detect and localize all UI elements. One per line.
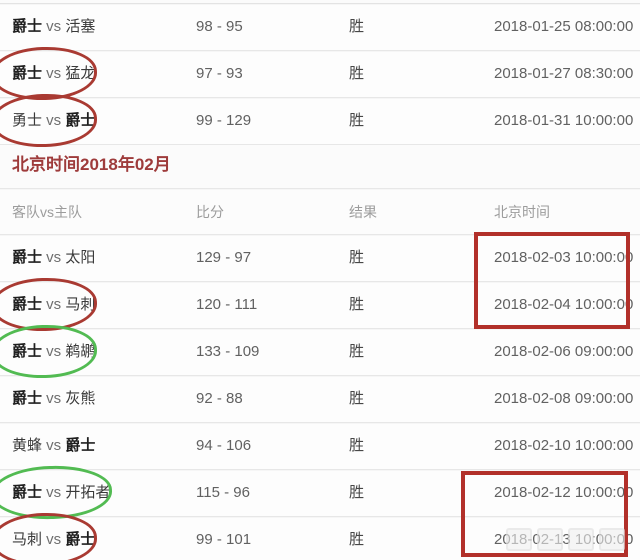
home-team: 马刺 [65, 296, 96, 313]
matchup-cell: 爵士 vs 太阳 [0, 235, 190, 281]
score-cell: 92 - 88 [196, 390, 243, 407]
game-row: 爵士 vs 鹈鹕 133 - 109 胜 2018-02-06 09:00:00 [0, 323, 640, 380]
game-row: 爵士 vs 马刺 120 - 111 胜 2018-02-04 10:00:00 [0, 276, 640, 333]
home-team: 爵士 [65, 112, 96, 129]
away-team: 爵士 [12, 296, 43, 313]
table-header-row: 客队vs主队 比分 结果 北京时间 [0, 188, 640, 235]
away-team: 马刺 [12, 531, 43, 548]
time-cell: 2018-02-08 09:00:00 [494, 390, 634, 407]
home-team: 猛龙 [65, 65, 96, 82]
score-cell: 120 - 111 [196, 296, 258, 313]
score-cell: 133 - 109 [196, 343, 260, 360]
score-cell: 97 - 93 [196, 65, 243, 82]
time-cell: 2018-02-12 10:00:00 [494, 484, 634, 501]
time-cell: 2018-02-10 10:00:00 [494, 437, 634, 454]
result-cell: 胜 [349, 296, 365, 313]
score-cell: 98 - 95 [196, 18, 243, 35]
game-row: 勇士 vs 爵士 99 - 129 胜 2018-01-31 10:00:00 [0, 92, 640, 149]
away-team: 勇士 [12, 112, 43, 129]
vs-label: vs [42, 65, 66, 82]
vs-label: vs [42, 390, 66, 407]
result-cell: 胜 [349, 18, 365, 35]
result-cell: 胜 [349, 390, 365, 407]
away-team: 爵士 [12, 390, 43, 407]
result-cell: 胜 [349, 343, 365, 360]
game-row: 爵士 vs 太阳 129 - 97 胜 2018-02-03 10:00:00 [0, 235, 640, 282]
vs-label: vs [42, 296, 66, 313]
matchup-cell: 爵士 vs 灰熊 [0, 376, 190, 422]
home-team: 灰熊 [65, 390, 96, 407]
matchup-cell: 爵士 vs 鹈鹕 [0, 323, 190, 380]
matchup-cell: 勇士 vs 爵士 [0, 92, 190, 149]
game-row: 爵士 vs 猛龙 97 - 93 胜 2018-01-27 08:30:00 [0, 45, 640, 102]
score-cell: 115 - 96 [196, 484, 250, 501]
time-cell: 2018-02-13 10:00:00 [494, 531, 634, 548]
time-cell: 2018-01-25 08:00:00 [494, 18, 634, 35]
result-cell: 胜 [349, 249, 365, 266]
away-team: 爵士 [12, 65, 43, 82]
game-row: 爵士 vs 活塞 98 - 95 胜 2018-01-25 08:00:00 [0, 4, 640, 51]
game-row: 爵士 vs 开拓者 115 - 96 胜 2018-02-12 10:00:00 [0, 464, 640, 521]
time-cell: 2018-01-31 10:00:00 [494, 112, 634, 129]
vs-label: vs [42, 484, 66, 501]
away-team: 爵士 [12, 484, 43, 501]
header-result-label: 结果 [349, 204, 377, 220]
home-team: 活塞 [65, 18, 96, 35]
january-rows: 爵士 vs 活塞 98 - 95 胜 2018-01-25 08:00:00 爵… [0, 3, 640, 149]
matchup-cell: 马刺 vs 爵士 [0, 511, 190, 560]
away-team: 爵士 [12, 18, 43, 35]
time-cell: 2018-02-06 09:00:00 [494, 343, 634, 360]
vs-label: vs [42, 18, 66, 35]
away-team: 黄蜂 [12, 437, 43, 454]
matchup-cell: 爵士 vs 活塞 [0, 4, 190, 50]
matchup-cell: 爵士 vs 马刺 [0, 276, 190, 333]
vs-label: vs [42, 249, 66, 266]
header-teams-label: 客队vs主队 [12, 204, 82, 220]
score-cell: 99 - 101 [196, 531, 252, 548]
home-team: 爵士 [65, 437, 96, 454]
time-cell: 2018-02-03 10:00:00 [494, 249, 634, 266]
result-cell: 胜 [349, 437, 365, 454]
home-team: 爵士 [65, 531, 96, 548]
header-time-label: 北京时间 [494, 204, 550, 220]
matchup-cell: 爵士 vs 开拓者 [0, 464, 190, 521]
time-cell: 2018-02-04 10:00:00 [494, 296, 634, 313]
vs-label: vs [42, 112, 66, 129]
result-cell: 胜 [349, 65, 365, 82]
vs-label: vs [42, 437, 66, 454]
result-cell: 胜 [349, 112, 365, 129]
vs-label: vs [42, 343, 66, 360]
home-team: 鹈鹕 [65, 343, 96, 360]
matchup-cell: 爵士 vs 猛龙 [0, 45, 190, 102]
result-cell: 胜 [349, 531, 365, 548]
score-cell: 99 - 129 [196, 112, 252, 129]
game-row: 爵士 vs 灰熊 92 - 88 胜 2018-02-08 09:00:00 [0, 376, 640, 423]
february-rows: 爵士 vs 太阳 129 - 97 胜 2018-02-03 10:00:00 … [0, 235, 640, 560]
game-row: 黄蜂 vs 爵士 94 - 106 胜 2018-02-10 10:00:00 [0, 423, 640, 470]
home-team: 太阳 [65, 249, 96, 266]
home-team: 开拓者 [65, 484, 111, 501]
header-score-label: 比分 [196, 204, 224, 220]
game-row: 马刺 vs 爵士 99 - 101 胜 2018-02-13 10:00:00 [0, 511, 640, 560]
section-title-february: 北京时间2018年02月 [0, 145, 640, 188]
time-cell: 2018-01-27 08:30:00 [494, 65, 634, 82]
vs-label: vs [42, 531, 66, 548]
result-cell: 胜 [349, 484, 365, 501]
score-cell: 94 - 106 [196, 437, 252, 454]
away-team: 爵士 [12, 249, 43, 266]
matchup-cell: 黄蜂 vs 爵士 [0, 423, 190, 469]
score-cell: 129 - 97 [196, 249, 252, 266]
away-team: 爵士 [12, 343, 43, 360]
